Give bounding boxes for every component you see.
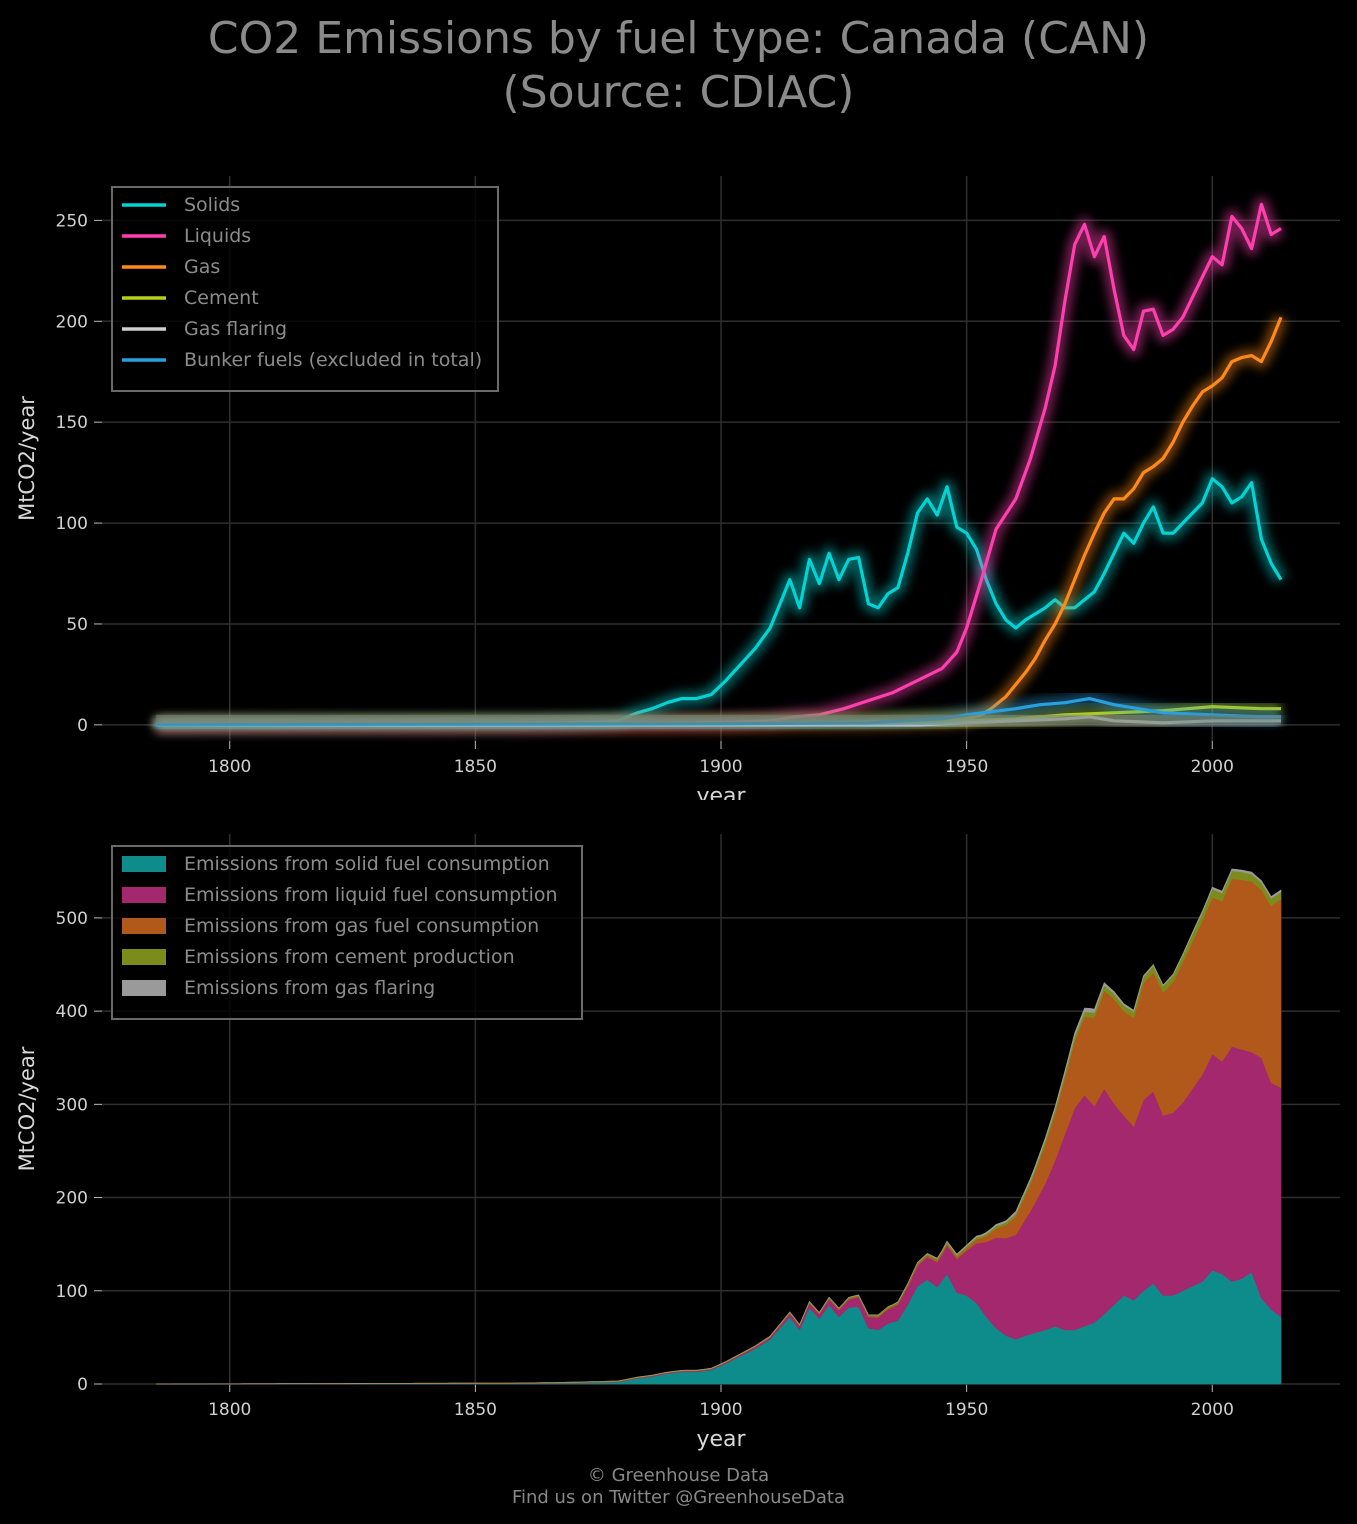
bottom-chart-legend-swatch [122,980,166,996]
bottom-chart-ytick-label: 500 [56,909,88,929]
bottom-chart-xtick-label: 1850 [454,1400,497,1420]
bottom-chart-legend-label: Emissions from gas fuel consumption [184,915,539,937]
bottom-chart-ytick-label: 300 [56,1095,88,1115]
footer-twitter: Find us on Twitter @GreenhouseData [0,1487,1357,1509]
bottom-chart-legend-label: Emissions from cement production [184,946,515,968]
bottom-chart-legend-swatch [122,918,166,934]
bottom-chart-legend-label: Emissions from gas flaring [184,977,435,999]
bottom-chart-legend-label: Emissions from liquid fuel consumption [184,884,558,906]
bottom-chart-ytick-label: 200 [56,1189,88,1209]
bottom-chart-x-axis-label: year [696,1427,746,1452]
bottom-chart-xtick-label: 1900 [699,1400,742,1420]
bottom-chart-xtick-label: 1800 [208,1400,251,1420]
bottom-chart-ytick-label: 400 [56,1002,88,1022]
bottom-chart-ytick-label: 0 [77,1375,88,1395]
bottom-chart-legend-swatch [122,949,166,965]
bottom-chart-y-axis-label: MtCO2/year [15,1046,39,1171]
footer-copyright: © Greenhouse Data [0,1465,1357,1487]
bottom-chart-legend: Emissions from solid fuel consumption Emi… [112,846,582,1019]
bottom-chart-legend-swatch [122,887,166,903]
stacked-area-chart: 1800 1850 1900 1950 2000 0 100 200 300 400 500 year… [0,0,1357,1460]
bottom-chart-xtick-label: 2000 [1191,1400,1234,1420]
bottom-chart-ytick-label: 100 [56,1282,88,1302]
bottom-chart-xtick-label: 1950 [945,1400,988,1420]
bottom-chart-legend-label: Emissions from solid fuel consumption [184,853,550,875]
bottom-chart-legend-swatch [122,856,166,872]
footer: © Greenhouse Data Find us on Twitter @Gr… [0,1465,1357,1509]
